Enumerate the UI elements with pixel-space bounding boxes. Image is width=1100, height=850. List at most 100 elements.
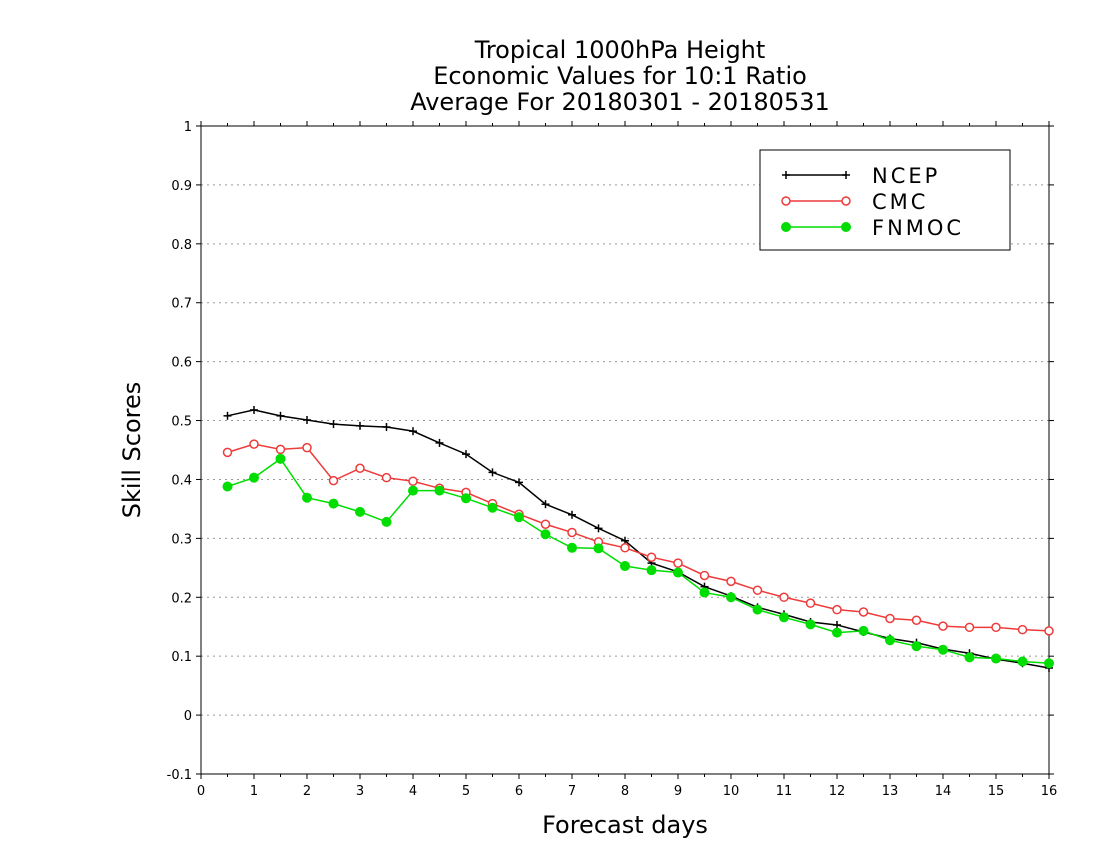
data-point-fnmoc <box>567 542 577 553</box>
data-point-fnmoc <box>408 485 418 496</box>
y-tick-label: 1 <box>184 120 192 135</box>
series-cmc <box>222 439 1054 636</box>
series-ncep <box>223 405 1053 672</box>
legend-entry-fnmoc: FNMOC <box>781 216 964 240</box>
legend-marker <box>841 196 851 206</box>
data-point-cmc <box>302 442 312 453</box>
legend-entry-cmc: CMC <box>781 190 928 214</box>
legend-marker <box>842 171 850 179</box>
data-point-fnmoc <box>805 619 816 630</box>
series-fnmoc <box>222 453 1054 669</box>
x-axis-ticks: 0 1 2 3 4 5 6 7 8 9 10 11 12 13 14 15 16 <box>197 121 1057 799</box>
data-point-cmc <box>726 576 736 587</box>
series-group <box>222 405 1054 672</box>
legend-label: NCEP <box>872 164 940 188</box>
data-point-cmc <box>779 592 789 603</box>
data-point-ncep <box>541 500 550 509</box>
data-point-fnmoc <box>540 529 551 540</box>
data-point-fnmoc <box>964 652 975 663</box>
legend-marker <box>781 222 791 232</box>
y-tick-label: 0.3 <box>171 532 192 547</box>
series-line-ncep <box>227 409 1050 669</box>
x-tick-label: 2 <box>303 784 311 799</box>
chart-title: Tropical 1000hPa Height Economic Values … <box>410 36 830 116</box>
y-tick-label: 0.5 <box>171 415 192 430</box>
data-point-fnmoc <box>673 567 683 578</box>
data-point-fnmoc <box>487 502 498 513</box>
data-point-cmc <box>646 552 657 562</box>
y-tick-label: 0.6 <box>171 356 192 371</box>
gridlines <box>201 184 1049 716</box>
y-tick-label: -0.1 <box>167 768 192 783</box>
data-point-fnmoc <box>858 625 869 636</box>
data-point-cmc <box>328 475 339 486</box>
data-point-ncep <box>515 478 523 487</box>
data-point-ncep <box>329 420 338 429</box>
data-point-ncep <box>488 468 497 477</box>
data-point-ncep <box>276 411 285 420</box>
x-tick-label: 8 <box>621 784 629 799</box>
data-point-ncep <box>382 423 391 432</box>
x-tick-label: 10 <box>723 784 740 799</box>
data-point-ncep <box>356 421 364 430</box>
data-point-ncep <box>303 415 311 424</box>
data-point-fnmoc <box>593 543 604 554</box>
legend-label: FNMOC <box>872 216 964 240</box>
x-tick-label: 1 <box>250 784 258 799</box>
data-point-cmc <box>1044 626 1054 636</box>
data-point-cmc <box>673 558 683 568</box>
y-tick-label: 0 <box>184 709 192 724</box>
x-tick-label: 15 <box>988 784 1005 799</box>
data-point-ncep <box>223 411 232 420</box>
data-point-fnmoc <box>699 587 710 598</box>
data-point-fnmoc <box>646 565 657 576</box>
data-point-ncep <box>250 405 258 414</box>
data-point-cmc <box>540 519 551 529</box>
series-line-fnmoc <box>227 457 1050 664</box>
x-tick-label: 14 <box>935 784 952 799</box>
data-point-fnmoc <box>911 641 922 652</box>
chart-title-line-3: Average For 20180301 - 20180531 <box>410 88 830 116</box>
data-point-cmc <box>275 444 286 455</box>
data-point-fnmoc <box>752 604 763 615</box>
data-point-cmc <box>964 622 975 633</box>
data-point-fnmoc <box>832 627 842 638</box>
data-point-fnmoc <box>381 516 392 527</box>
data-point-cmc <box>858 607 869 617</box>
data-point-cmc <box>911 615 922 625</box>
data-point-cmc <box>805 598 816 608</box>
legend-marker <box>841 222 851 232</box>
data-point-cmc <box>938 621 948 631</box>
data-point-fnmoc <box>991 653 1001 664</box>
x-tick-label: 13 <box>882 784 899 799</box>
data-point-cmc <box>222 447 233 458</box>
data-point-ncep <box>435 438 444 447</box>
y-tick-label: 0.9 <box>171 179 192 194</box>
data-point-fnmoc <box>514 512 524 523</box>
data-point-fnmoc <box>620 561 630 572</box>
data-point-cmc <box>699 570 710 581</box>
y-tick-label: 0.7 <box>171 297 192 312</box>
legend-label: CMC <box>872 190 928 214</box>
data-point-fnmoc <box>434 485 445 496</box>
data-point-cmc <box>1017 624 1028 635</box>
data-point-fnmoc <box>302 492 312 503</box>
data-point-fnmoc <box>355 506 365 517</box>
y-tick-label: 0.4 <box>171 473 192 488</box>
x-tick-label: 12 <box>829 784 846 799</box>
x-tick-label: 0 <box>197 784 205 799</box>
data-point-fnmoc <box>1017 656 1028 667</box>
x-tick-label: 6 <box>515 784 523 799</box>
data-point-ncep <box>568 510 576 519</box>
data-point-cmc <box>408 476 418 486</box>
data-point-cmc <box>832 604 842 615</box>
data-point-cmc <box>381 472 392 483</box>
series-line-cmc <box>227 443 1050 632</box>
x-axis-label: Forecast days <box>542 811 708 839</box>
data-point-fnmoc <box>275 453 286 464</box>
data-point-ncep <box>462 450 470 459</box>
legend-box <box>759 149 1011 251</box>
data-point-cmc <box>991 622 1001 633</box>
chart-title-line-2: Economic Values for 10:1 Ratio <box>433 62 807 90</box>
